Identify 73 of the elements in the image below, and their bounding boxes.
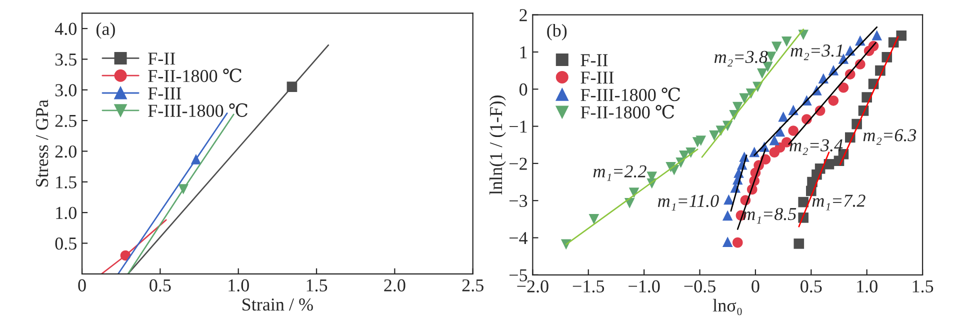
y-tick-label: 1.0 — [56, 206, 76, 220]
y-tick-label: 2.0 — [55, 145, 76, 158]
point — [756, 68, 768, 79]
annotation: m₂=3.8 — [714, 50, 768, 67]
legend-label: F-II — [148, 52, 176, 65]
annotation: m₂=3.1 — [790, 44, 842, 60]
x-tick-label: 0.5 — [800, 280, 822, 293]
x-tick-label: 1.5 — [306, 279, 328, 292]
point — [872, 30, 882, 40]
point — [771, 42, 782, 52]
x-tick-label: 1.0 — [228, 279, 249, 292]
legend-label: F-II — [580, 54, 608, 66]
legend-label: F-III — [580, 72, 614, 84]
x-tick-label: 2.5 — [462, 279, 484, 292]
annotation: (b) — [547, 24, 567, 40]
point — [769, 134, 780, 146]
x-tick-label: 1.0 — [857, 280, 878, 293]
y-tick-label: −3 — [510, 194, 528, 208]
y-tick-label: 1 — [520, 46, 527, 58]
annotation: m₁=11.0 — [658, 194, 719, 210]
point — [739, 93, 750, 104]
y-tick-label: 3.0 — [55, 84, 76, 96]
y-tick-label: 3.5 — [55, 54, 76, 66]
point — [896, 30, 907, 41]
y-axis-title: lnln(1 / (1-F)) — [489, 96, 506, 195]
y-tick-label: −2 — [510, 158, 527, 170]
point — [824, 159, 834, 170]
y-axis-title: Stress / GPa — [36, 100, 48, 186]
point — [781, 36, 792, 47]
x-tick-label: −1.0 — [628, 280, 660, 293]
y-tick-label: −4 — [510, 232, 528, 244]
legend-label: F-III-1800 ℃ — [580, 88, 680, 102]
point — [798, 196, 809, 208]
point — [732, 237, 743, 248]
point — [838, 82, 849, 93]
x-tick-label: −1.5 — [572, 280, 604, 293]
y-tick-label: −1 — [510, 120, 527, 133]
y-tick-label: −5 — [510, 269, 528, 282]
point — [722, 236, 733, 247]
annotation: m₁=2.2 — [593, 165, 646, 181]
point — [588, 214, 600, 224]
annotation: (a) — [96, 22, 115, 39]
x-axis-title: lnσ₀ — [712, 298, 742, 316]
x-tick-label: 0 — [752, 280, 760, 292]
y-tick-label: 1.5 — [56, 176, 76, 188]
legend-label: F-III-1800 ℃ — [148, 103, 248, 117]
legend-label: F-III — [148, 88, 182, 100]
point — [724, 194, 734, 205]
point — [778, 111, 788, 122]
annotation: m₂=6.3 — [863, 129, 916, 145]
y-tick-label: 2 — [520, 9, 527, 22]
point — [722, 210, 733, 221]
x-tick-label: 1.5 — [912, 280, 934, 293]
y-tick-label: 2.5 — [55, 114, 76, 128]
x-tick-label: 0 — [78, 279, 86, 292]
point — [628, 188, 640, 198]
point — [794, 238, 804, 249]
x-tick-label: 0.5 — [150, 279, 171, 292]
y-tick-label: 0 — [519, 83, 528, 96]
annotation: m₂=3.4 — [790, 139, 843, 155]
x-tick-label: 2.0 — [384, 279, 406, 292]
point — [788, 126, 798, 136]
point — [696, 136, 706, 146]
legend-label: F-II-1800 ℃ — [148, 68, 242, 82]
legend-label: F-II-1800 ℃ — [580, 104, 674, 119]
x-axis-title: Strain / % — [242, 298, 313, 311]
annotation: m₁=7.2 — [812, 194, 866, 210]
y-tick-label: 0.5 — [55, 237, 76, 250]
x-tick-label: −0.5 — [684, 280, 716, 293]
point — [709, 130, 720, 141]
y-tick-label: 4.0 — [54, 22, 76, 36]
x-tick-label: −2.0 — [517, 280, 548, 293]
point — [828, 96, 839, 106]
